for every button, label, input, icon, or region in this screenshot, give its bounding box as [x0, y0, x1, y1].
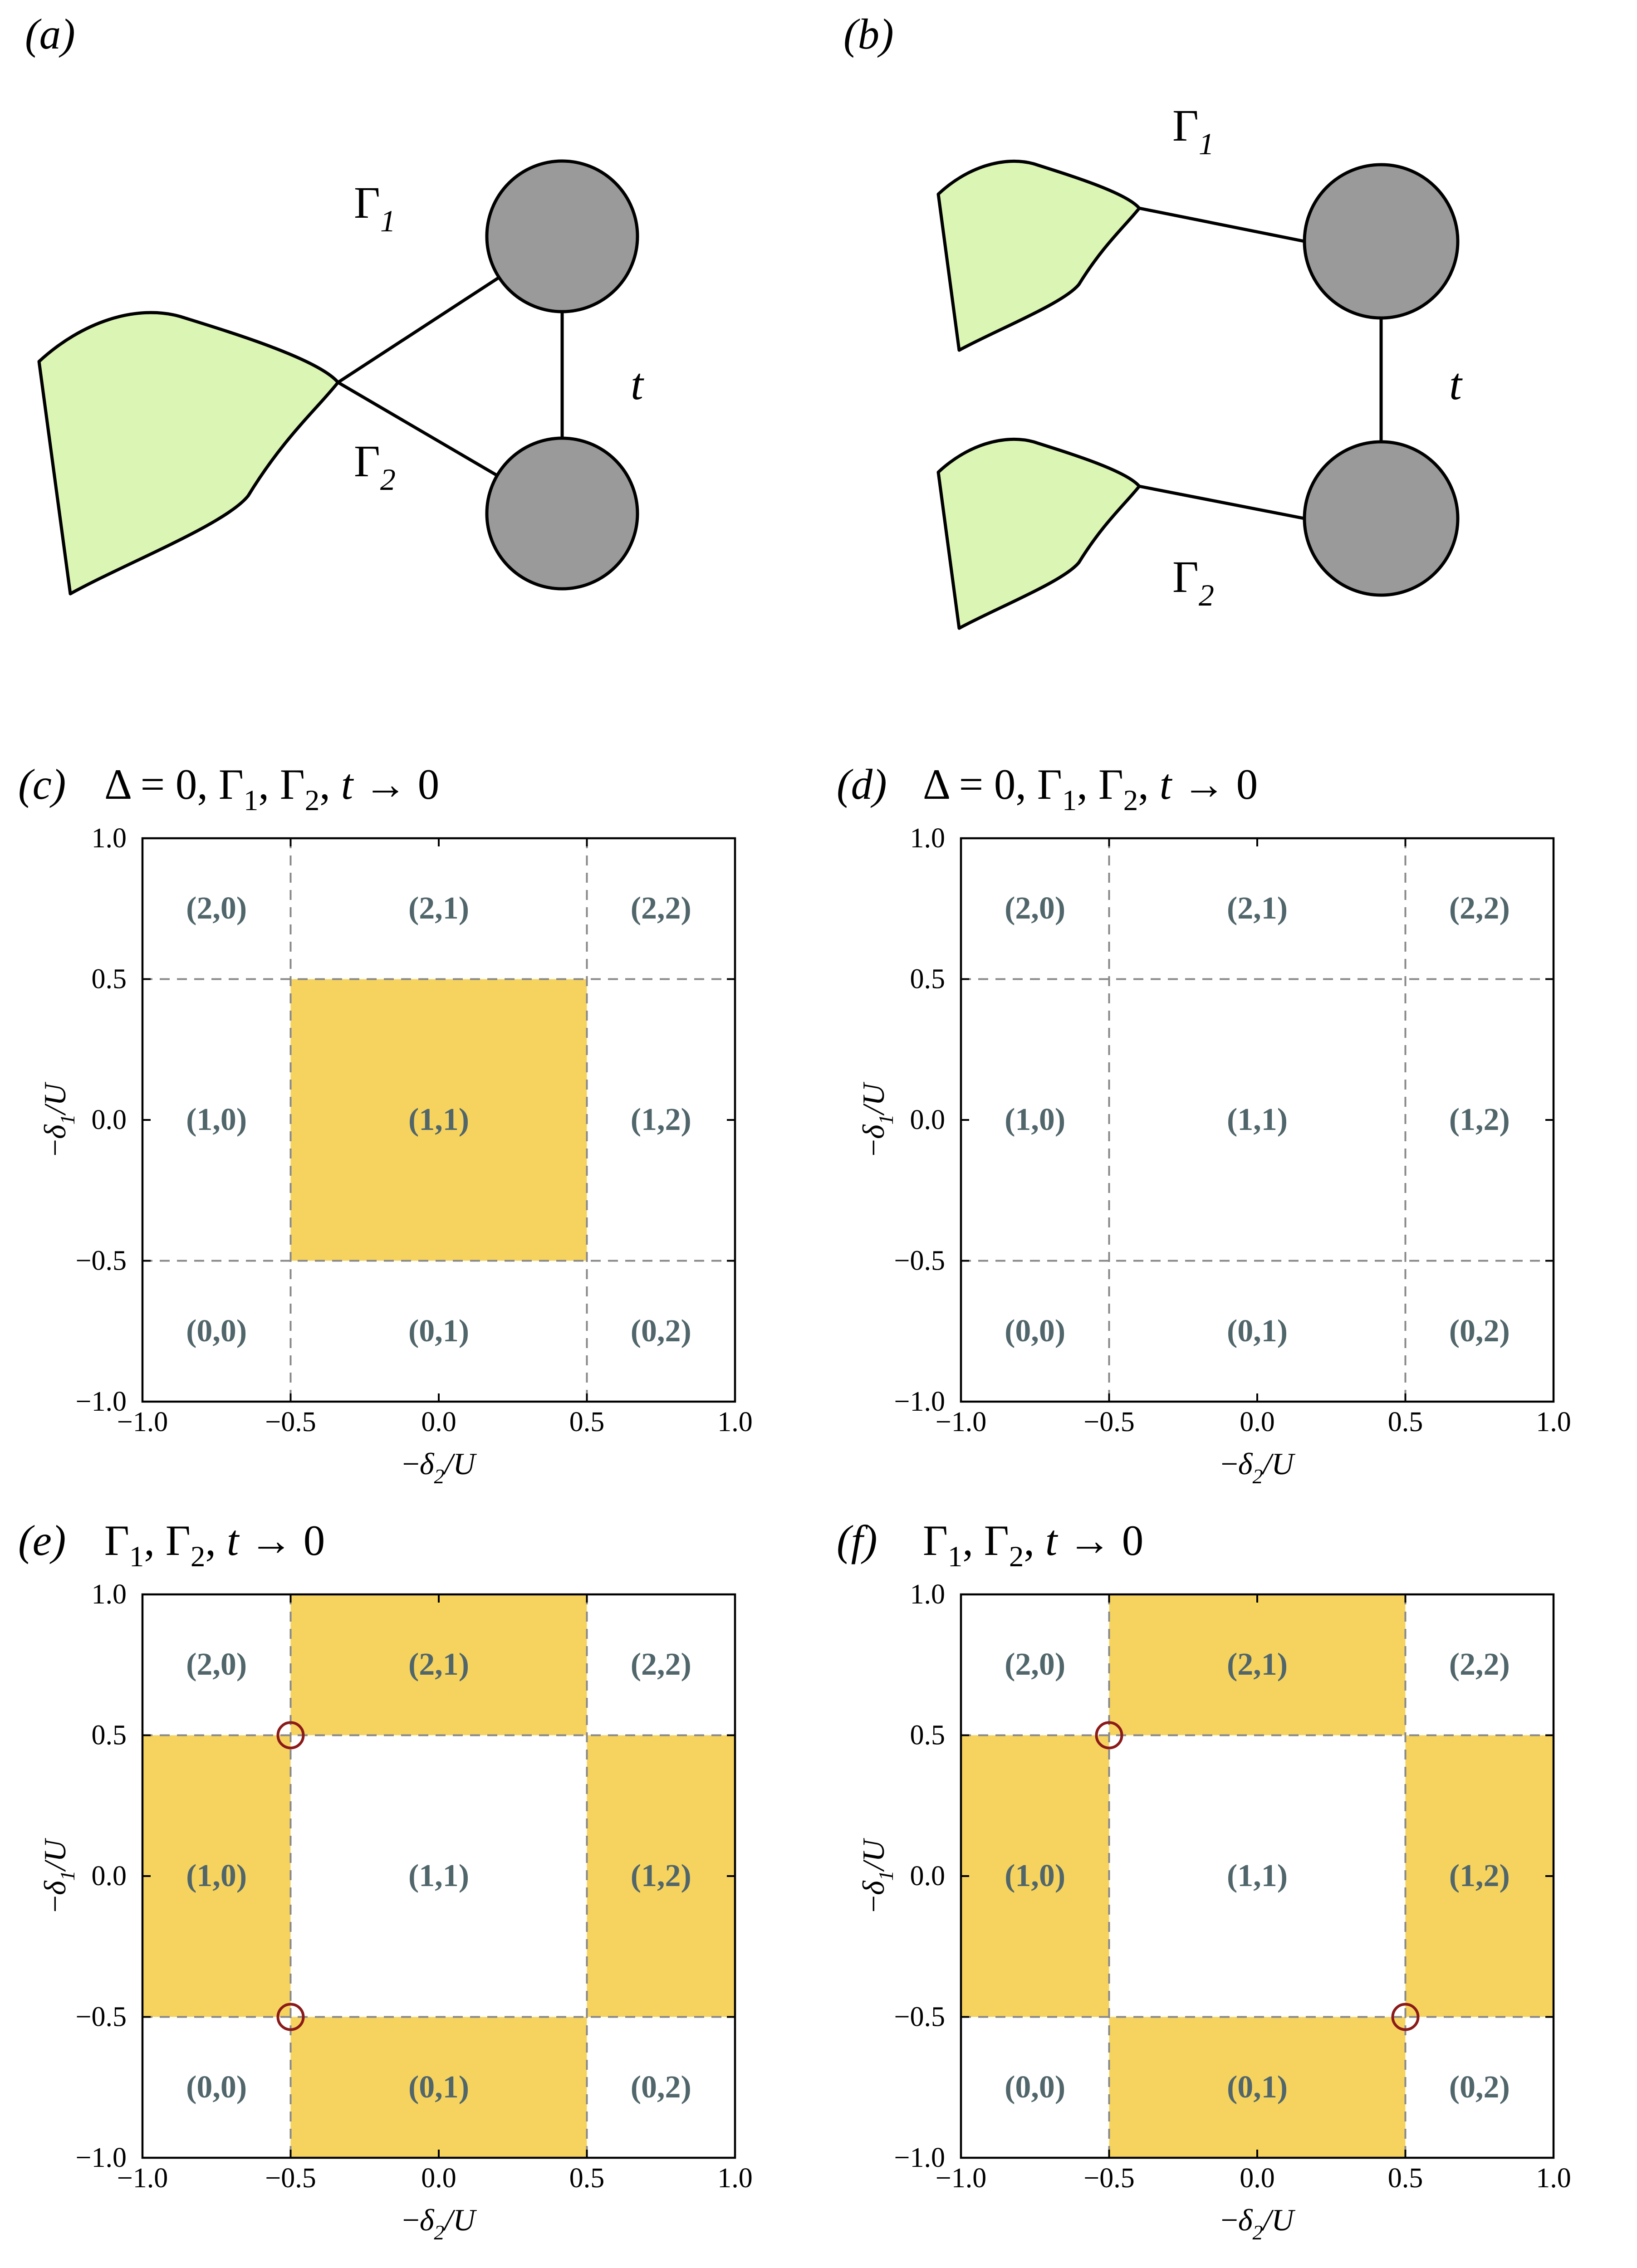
svg-text:−1.0: −1.0 — [894, 1386, 945, 1417]
svg-text:(1,2): (1,2) — [1449, 1102, 1510, 1137]
svg-text:0.5: 0.5 — [1388, 1407, 1423, 1437]
svg-text:1.0: 1.0 — [1536, 1407, 1571, 1437]
svg-text:(2,1): (2,1) — [408, 891, 469, 926]
svg-text:(2,0): (2,0) — [186, 1647, 247, 1682]
svg-text:(e): (e) — [18, 1516, 66, 1564]
svg-text:(1,2): (1,2) — [631, 1102, 691, 1137]
svg-text:0.0: 0.0 — [421, 2163, 456, 2194]
svg-text:−1.0: −1.0 — [76, 2142, 127, 2173]
svg-text:−0.5: −0.5 — [265, 2163, 316, 2194]
svg-text:Γ2: Γ2 — [1172, 552, 1214, 612]
svg-text:(0,0): (0,0) — [1005, 1314, 1065, 1349]
svg-text:(1,1): (1,1) — [1227, 1858, 1288, 1893]
svg-text:(2,0): (2,0) — [1005, 891, 1065, 926]
svg-text:(2,2): (2,2) — [1449, 891, 1510, 926]
svg-text:t: t — [631, 359, 644, 409]
svg-text:−1.0: −1.0 — [76, 1386, 127, 1417]
svg-text:−0.5: −0.5 — [894, 1246, 945, 1276]
svg-text:(0,1): (0,1) — [408, 1314, 469, 1349]
svg-text:Γ1, Γ2, t → 0: Γ1, Γ2, t → 0 — [923, 1516, 1143, 1573]
svg-text:−δ1/U: −δ1/U — [856, 1838, 897, 1913]
svg-text:Δ = 0, Γ1, Γ2, t → 0: Δ = 0, Γ1, Γ2, t → 0 — [923, 760, 1258, 817]
svg-text:−0.5: −0.5 — [1083, 1407, 1134, 1437]
svg-text:0.0: 0.0 — [910, 1105, 946, 1135]
svg-text:0.5: 0.5 — [569, 1407, 605, 1437]
svg-text:0.5: 0.5 — [92, 964, 127, 995]
svg-text:Γ1, Γ2, t → 0: Γ1, Γ2, t → 0 — [104, 1516, 325, 1573]
svg-text:−0.5: −0.5 — [76, 2002, 127, 2033]
svg-text:0.0: 0.0 — [1240, 2163, 1275, 2194]
svg-text:−δ2/U: −δ2/U — [402, 2203, 477, 2244]
svg-text:(2,2): (2,2) — [631, 891, 691, 926]
svg-text:Γ1: Γ1 — [1172, 100, 1214, 161]
svg-text:(f): (f) — [837, 1516, 877, 1564]
svg-text:−0.5: −0.5 — [1083, 2163, 1134, 2194]
svg-text:−δ1/U: −δ1/U — [856, 1082, 897, 1157]
svg-text:−1.0: −1.0 — [894, 2142, 945, 2173]
svg-text:(2,1): (2,1) — [1227, 891, 1288, 926]
svg-text:(2,0): (2,0) — [1005, 1647, 1065, 1682]
svg-text:1.0: 1.0 — [717, 1407, 753, 1437]
svg-text:0.5: 0.5 — [910, 964, 946, 995]
svg-text:−δ1/U: −δ1/U — [38, 1082, 79, 1157]
svg-text:−δ2/U: −δ2/U — [1221, 2203, 1296, 2244]
svg-text:0.5: 0.5 — [92, 1720, 127, 1751]
svg-text:(2,2): (2,2) — [631, 1647, 691, 1682]
svg-text:(0,2): (0,2) — [1449, 1314, 1510, 1349]
svg-text:(0,2): (0,2) — [631, 1314, 691, 1349]
svg-text:(0,1): (0,1) — [1227, 2070, 1288, 2105]
svg-text:−δ2/U: −δ2/U — [1221, 1447, 1296, 1488]
svg-text:1.0: 1.0 — [910, 823, 946, 854]
svg-text:(1,1): (1,1) — [1227, 1102, 1288, 1137]
svg-text:1.0: 1.0 — [910, 1579, 946, 1610]
svg-text:(0,0): (0,0) — [186, 1314, 247, 1349]
svg-text:−0.5: −0.5 — [265, 1407, 316, 1437]
svg-text:(2,1): (2,1) — [1227, 1647, 1288, 1682]
svg-text:1.0: 1.0 — [92, 823, 127, 854]
svg-text:Γ1: Γ1 — [354, 177, 396, 238]
svg-text:(1,0): (1,0) — [1005, 1858, 1065, 1893]
svg-text:(0,0): (0,0) — [186, 2070, 247, 2105]
svg-text:(1,2): (1,2) — [1449, 1858, 1510, 1893]
svg-text:(1,0): (1,0) — [1005, 1102, 1065, 1137]
svg-text:(1,0): (1,0) — [186, 1858, 247, 1893]
svg-text:−δ1/U: −δ1/U — [38, 1838, 79, 1913]
svg-text:0.5: 0.5 — [569, 2163, 605, 2194]
svg-text:t: t — [1449, 359, 1463, 409]
svg-text:0.0: 0.0 — [910, 1861, 946, 1892]
svg-text:(0,2): (0,2) — [631, 2070, 691, 2105]
svg-text:(1,1): (1,1) — [408, 1858, 469, 1893]
svg-text:(0,2): (0,2) — [1449, 2070, 1510, 2105]
svg-text:0.5: 0.5 — [910, 1720, 946, 1751]
svg-text:(0,1): (0,1) — [1227, 1314, 1288, 1349]
svg-text:0.0: 0.0 — [1240, 1407, 1275, 1437]
svg-text:0.0: 0.0 — [421, 1407, 456, 1437]
svg-text:(1,1): (1,1) — [408, 1102, 469, 1137]
svg-text:Δ = 0, Γ1, Γ2, t → 0: Δ = 0, Γ1, Γ2, t → 0 — [104, 760, 439, 817]
svg-text:(1,2): (1,2) — [631, 1858, 691, 1893]
svg-text:(2,2): (2,2) — [1449, 1647, 1510, 1682]
svg-text:−0.5: −0.5 — [894, 2002, 945, 2033]
svg-text:1.0: 1.0 — [1536, 2163, 1571, 2194]
svg-text:0.5: 0.5 — [1388, 2163, 1423, 2194]
svg-text:(d): (d) — [837, 760, 887, 808]
svg-text:(2,0): (2,0) — [186, 891, 247, 926]
svg-text:0.0: 0.0 — [92, 1861, 127, 1892]
svg-text:(1,0): (1,0) — [186, 1102, 247, 1137]
svg-text:0.0: 0.0 — [92, 1105, 127, 1135]
svg-text:Γ2: Γ2 — [354, 436, 396, 497]
svg-text:1.0: 1.0 — [717, 2163, 753, 2194]
svg-text:(c): (c) — [18, 760, 66, 808]
svg-text:(2,1): (2,1) — [408, 1647, 469, 1682]
svg-text:(0,0): (0,0) — [1005, 2070, 1065, 2105]
svg-text:−0.5: −0.5 — [76, 1246, 127, 1276]
svg-text:1.0: 1.0 — [92, 1579, 127, 1610]
svg-text:(0,1): (0,1) — [408, 2070, 469, 2105]
svg-text:−δ2/U: −δ2/U — [402, 1447, 477, 1488]
